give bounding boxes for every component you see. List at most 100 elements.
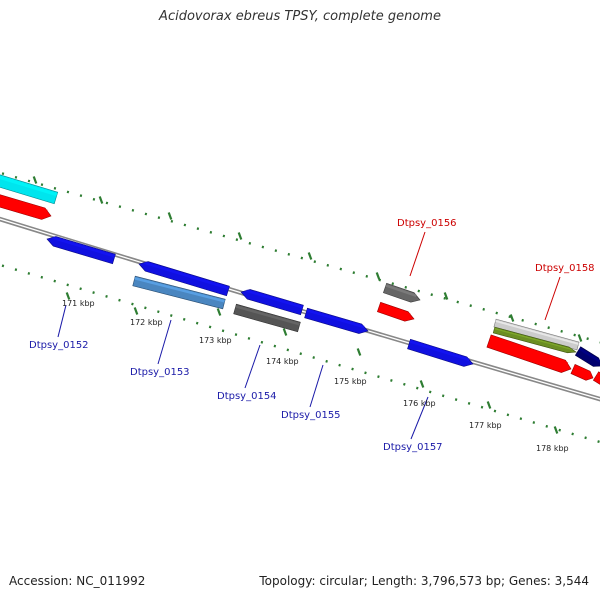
gene-Dtpsy_0153[interactable]: [132, 275, 226, 310]
minor-tick: [118, 205, 122, 209]
minor-tick: [325, 359, 328, 363]
minor-tick: [274, 249, 278, 253]
minor-tick: [222, 234, 226, 238]
minor-tick: [248, 241, 252, 245]
major-tick: [356, 348, 362, 356]
accession-text: Accession: NC_011992: [9, 574, 146, 588]
gene-arrow[interactable]: [240, 289, 304, 316]
gene-navy-gene[interactable]: [574, 346, 600, 367]
gene-Dtpsy_0154[interactable]: [233, 303, 301, 333]
gene-arrow-highlight: [0, 175, 58, 197]
minor-tick: [144, 306, 147, 310]
label-leader-line: [157, 319, 172, 365]
gene-arrow-highlight: [494, 328, 572, 350]
minor-tick: [532, 421, 536, 424]
minor-tick: [480, 405, 484, 409]
gene-arrow-highlight: [409, 340, 470, 362]
minor-tick: [27, 179, 31, 183]
minor-tick: [209, 230, 213, 234]
minor-tick: [144, 212, 148, 216]
gene-label-Dtpsy_0154[interactable]: Dtpsy_0154: [217, 391, 277, 402]
label-leader-line: [57, 304, 67, 338]
minor-tick: [351, 367, 354, 371]
gene-cyan-gene[interactable]: [0, 172, 59, 205]
gene-arrow-highlight: [495, 320, 579, 345]
minor-tick: [560, 329, 563, 333]
gene-red-gene-edge[interactable]: [592, 371, 600, 390]
gene-Dtpsy_0158[interactable]: [493, 318, 580, 351]
gene-label-Dtpsy_0158[interactable]: Dtpsy_0158: [535, 263, 595, 274]
major-tick: [307, 252, 313, 260]
major-tick: [282, 328, 288, 336]
label-leader-line: [309, 364, 324, 408]
gene-label-Dtpsy_0152[interactable]: Dtpsy_0152: [29, 340, 89, 351]
gene-arrow-highlight: [246, 289, 304, 309]
gene-label-Dtpsy_0157[interactable]: Dtpsy_0157: [383, 442, 443, 453]
gene-red-gene-0156b[interactable]: [376, 301, 415, 322]
minor-tick: [247, 336, 251, 340]
tick-label: 173 kbp: [199, 336, 232, 345]
gene-arrow-highlight: [596, 372, 600, 377]
gene-arrow[interactable]: [46, 236, 116, 265]
gene-arrow[interactable]: [138, 261, 230, 297]
tick-label: 178 kbp: [536, 444, 569, 453]
minor-tick: [482, 307, 485, 311]
minor-tick: [312, 356, 315, 359]
tick-label: 177 kbp: [469, 421, 502, 430]
gene-label-Dtpsy_0155[interactable]: Dtpsy_0155: [281, 410, 341, 421]
minor-tick: [365, 274, 369, 278]
minor-tick: [287, 252, 291, 256]
gene-Dtpsy_0157[interactable]: [407, 338, 474, 367]
map-title: Acidovorax ebreus TPSY, complete genome: [159, 9, 441, 24]
gene-blue-gene-0154b[interactable]: [240, 289, 304, 316]
gene-Dtpsy_0156[interactable]: [382, 282, 421, 303]
minor-tick: [40, 183, 44, 187]
major-tick: [553, 426, 559, 434]
minor-tick: [313, 260, 317, 264]
major-tick: [419, 380, 425, 388]
minor-tick: [415, 386, 419, 390]
minor-tick: [454, 398, 458, 402]
gene-arrow-highlight: [306, 309, 365, 329]
gene-red-gene-1[interactable]: [0, 192, 52, 220]
minor-tick: [169, 314, 173, 317]
gene-blue-gene-0153b[interactable]: [138, 261, 230, 297]
minor-tick: [403, 382, 406, 386]
gene-red-gene-0158b[interactable]: [486, 334, 572, 373]
minor-tick: [467, 401, 471, 405]
minor-tick: [547, 326, 550, 330]
major-tick: [509, 314, 515, 322]
minor-tick: [495, 311, 498, 315]
major-tick: [32, 176, 38, 184]
minor-tick: [131, 208, 135, 212]
tick-label-group: 171 kbp 172 kbp 173 kbp 174 kbp 175 kbp 176 k…: [62, 299, 569, 453]
gene-arrow[interactable]: [574, 346, 600, 367]
minor-tick: [404, 285, 408, 289]
major-tick: [65, 292, 71, 300]
minor-tick: [195, 321, 199, 325]
minor-tick: [571, 432, 574, 436]
major-tick-group: [32, 176, 583, 434]
gene-red-gene-small[interactable]: [570, 364, 594, 381]
gene-olive-gene[interactable]: [492, 326, 577, 354]
major-tick: [98, 196, 104, 204]
minor-tick: [338, 363, 341, 367]
gene-label-Dtpsy_0156[interactable]: Dtpsy_0156: [397, 218, 457, 229]
minor-tick: [558, 428, 562, 432]
gene-group: [0, 172, 600, 390]
minor-tick: [391, 282, 395, 286]
minor-tick: [53, 186, 57, 190]
minor-tick: [131, 302, 134, 306]
gene-Dtpsy_0155[interactable]: [304, 307, 369, 334]
minor-tick: [105, 294, 108, 298]
gene-arrow-highlight: [578, 347, 600, 363]
minor-tick: [584, 436, 587, 440]
minor-tick: [260, 340, 264, 344]
major-tick: [577, 334, 583, 342]
tick-label: 176 kbp: [403, 399, 436, 408]
minor-tick: [469, 304, 473, 308]
gene-label-Dtpsy_0153[interactable]: Dtpsy_0153: [130, 367, 190, 378]
gene-Dtpsy_0152[interactable]: [46, 236, 116, 265]
minor-tick: [79, 194, 83, 198]
